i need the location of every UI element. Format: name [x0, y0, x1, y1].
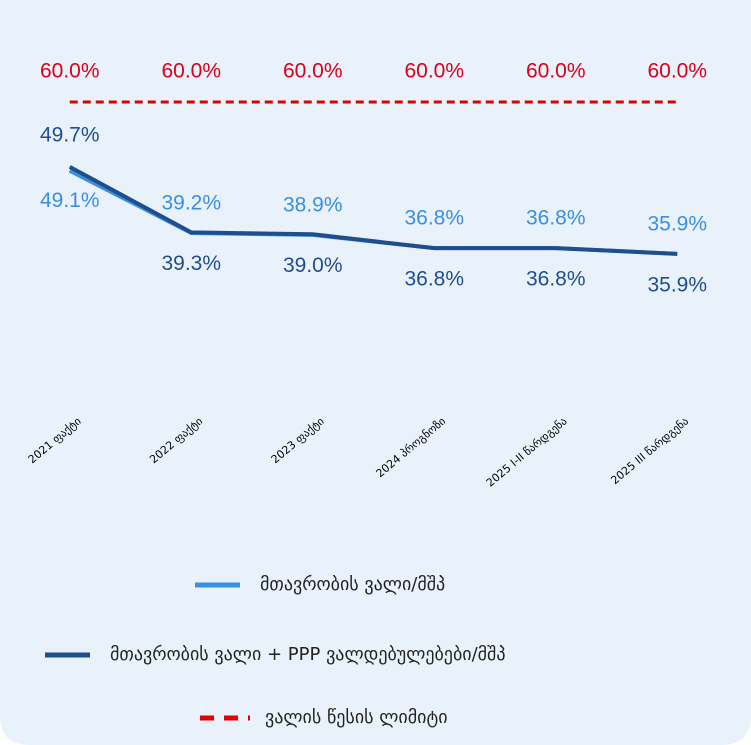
data-label: 35.9%: [647, 273, 707, 296]
data-label: 60.0%: [647, 60, 707, 83]
data-label: 35.9%: [647, 212, 707, 235]
data-label: 39.2%: [161, 192, 221, 215]
data-label: 49.7%: [40, 123, 100, 146]
legend-label: ვალის წესის ლიმიტი: [265, 707, 448, 728]
data-label: 60.0%: [404, 60, 464, 83]
legend-label: მთავრობის ვალი + PPP ვალდებულებები/მშპ: [110, 644, 506, 665]
data-label: 60.0%: [40, 60, 100, 83]
data-label: 38.9%: [283, 193, 343, 216]
data-label: 60.0%: [526, 60, 586, 83]
data-label: 39.3%: [161, 252, 221, 275]
data-label: 39.0%: [283, 254, 343, 277]
data-label: 60.0%: [161, 60, 221, 83]
data-label: 36.8%: [404, 268, 464, 291]
legend-label: მთავრობის ვალი/მშპ: [260, 574, 445, 595]
data-label: 49.1%: [40, 189, 100, 212]
data-label: 36.8%: [526, 268, 586, 291]
series-line: [68, 165, 678, 256]
data-label: 36.8%: [404, 207, 464, 230]
data-label: 60.0%: [283, 60, 343, 83]
data-label: 36.8%: [526, 207, 586, 230]
